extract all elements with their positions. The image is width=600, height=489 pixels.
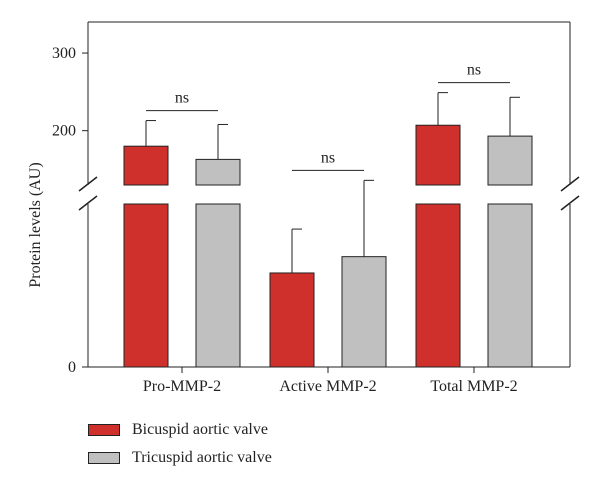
x-tick-label: Pro-MMP-2 xyxy=(143,378,221,395)
legend: Bicuspid aortic valve Tricuspid aortic v… xyxy=(88,416,272,472)
significance-label: ns xyxy=(175,90,189,107)
bar xyxy=(269,272,315,368)
significance-label: ns xyxy=(321,149,335,166)
bar-upper-segment xyxy=(487,135,533,186)
annotations: ns ns ns xyxy=(146,62,510,171)
bar-lower-segment xyxy=(123,203,169,368)
axes: 0 200 300 Pro-MMP-2 Active MMP-2 Total MMP-2 xyxy=(52,21,580,395)
x-tick-label: Total MMP-2 xyxy=(430,378,517,395)
legend-label-bicuspid: Bicuspid aortic valve xyxy=(132,421,268,438)
bar-lower-segment xyxy=(487,203,533,368)
bar-lower-segment xyxy=(195,203,241,368)
bar-upper-segment xyxy=(123,145,169,186)
axis-break-mark xyxy=(78,195,98,211)
y-tick-label: 300 xyxy=(52,45,76,62)
bar-upper-segment xyxy=(195,158,241,186)
legend-item-bicuspid: Bicuspid aortic valve xyxy=(88,416,272,444)
legend-swatch-tricuspid xyxy=(88,452,120,464)
legend-item-tricuspid: Tricuspid aortic valve xyxy=(88,444,272,472)
axis-break-mark xyxy=(560,176,580,192)
bar xyxy=(341,256,387,368)
bar-upper-segment xyxy=(415,124,461,186)
axis-break-mark xyxy=(78,176,98,192)
legend-label-tricuspid: Tricuspid aortic valve xyxy=(132,449,272,466)
y-tick-label: 200 xyxy=(52,123,76,140)
bar-lower-segment xyxy=(415,203,461,368)
x-tick-label: Active MMP-2 xyxy=(279,378,376,395)
y-axis-label: Protein levels (AU) xyxy=(27,162,44,287)
axis-break-mark xyxy=(560,195,580,211)
legend-swatch-bicuspid xyxy=(88,424,120,436)
bars xyxy=(123,92,533,368)
y-tick-label: 0 xyxy=(68,359,76,376)
significance-label: ns xyxy=(467,62,481,79)
